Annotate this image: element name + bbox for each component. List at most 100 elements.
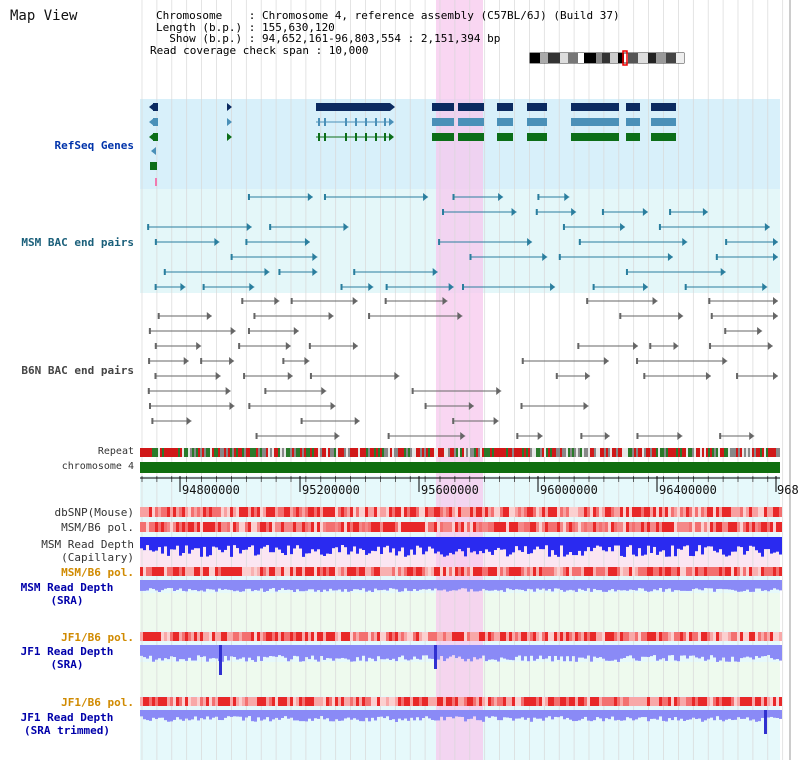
polymorphism-cell <box>389 632 392 641</box>
read-depth-bar <box>653 645 656 656</box>
bac-end <box>658 224 661 230</box>
polymorphism-cell <box>173 522 176 532</box>
polymorphism-cell <box>755 507 758 517</box>
polymorphism-cell <box>389 697 392 706</box>
polymorphism-cell <box>290 522 293 532</box>
polymorphism-cell <box>305 522 308 532</box>
read-depth-bar <box>392 645 395 659</box>
track-label-msm-b6-pol[interactable]: MSM/B6 pol. <box>61 521 134 534</box>
read-depth-bar <box>524 580 527 592</box>
repeat-mark <box>390 448 392 457</box>
track-label-jf1-depth-trimmed[interactable]: JF1 Read Depth (SRA trimmed) <box>2 711 132 737</box>
track-label-jf1-b6-pol[interactable]: JF1/B6 pol. <box>61 631 134 644</box>
polymorphism-cell <box>404 507 407 517</box>
repeat-mark <box>172 448 174 457</box>
track-label-dbsnp[interactable]: dbSNP(Mouse) <box>54 506 134 519</box>
repeat-mark <box>646 448 648 457</box>
polymorphism-cell <box>464 697 467 706</box>
track-label-b6n-bac[interactable]: B6N BAC end pairs <box>21 364 134 377</box>
read-depth-bar <box>251 580 254 592</box>
bac-end <box>555 373 558 379</box>
track-label-jf1-b6-pol-2[interactable]: JF1/B6 pol. <box>61 696 134 709</box>
polymorphism-cell <box>479 632 482 641</box>
repeat-mark <box>426 448 428 457</box>
polymorphism-cell <box>698 632 701 641</box>
read-depth-bar <box>299 580 302 592</box>
bac-end <box>709 343 712 349</box>
polymorphism-cell <box>227 697 230 706</box>
repeat-mark <box>366 448 368 457</box>
repeat-mark <box>488 448 490 457</box>
read-depth-bar <box>740 580 743 592</box>
track-label-jf1-depth-sra[interactable]: JF1 Read Depth (SRA) <box>2 645 132 671</box>
polymorphism-cell <box>269 632 272 641</box>
read-depth-bar <box>767 537 770 550</box>
repeat-mark <box>670 448 672 457</box>
repeat-mark <box>212 448 214 457</box>
read-depth-bar <box>422 580 425 590</box>
read-depth-bar <box>401 645 404 656</box>
read-depth-bar <box>632 710 635 721</box>
polymorphism-cell <box>527 507 530 517</box>
polymorphism-cell <box>161 632 164 641</box>
read-depth-bar <box>200 537 203 557</box>
polymorphism-cell <box>620 522 623 532</box>
track-label-msm-bac[interactable]: MSM BAC end pairs <box>21 236 134 249</box>
polymorphism-cell <box>500 567 503 576</box>
read-depth-bar <box>536 710 539 719</box>
polymorphism-cell <box>527 567 530 576</box>
polymorphism-cell <box>488 697 491 706</box>
bac-end <box>424 403 427 409</box>
repeat-mark <box>176 448 178 457</box>
polymorphism-cell <box>761 632 764 641</box>
repeat-mark <box>502 448 504 457</box>
read-depth-bar <box>671 645 674 656</box>
track-label-msm-depth-capillary[interactable]: MSM Read Depth (Capillary) <box>8 538 134 564</box>
polymorphism-cell <box>185 522 188 532</box>
track-label-msm-depth-sra[interactable]: MSM Read Depth (SRA) <box>2 581 132 607</box>
polymorphism-cell <box>515 697 518 706</box>
read-depth-bar <box>458 710 461 717</box>
read-depth-bar <box>365 710 368 718</box>
polymorphism-cell <box>311 507 314 517</box>
read-depth-bar <box>392 537 395 549</box>
repeat-mark <box>342 448 344 457</box>
read-depth-bar <box>266 645 269 658</box>
polymorphism-cell <box>671 522 674 532</box>
polymorphism-cell <box>398 522 401 532</box>
track-label-repeat[interactable]: Repeat <box>97 446 134 457</box>
polymorphism-cell <box>524 697 527 706</box>
polymorphism-cell <box>239 632 242 641</box>
repeat-mark <box>616 448 618 457</box>
polymorphism-cell <box>734 567 737 576</box>
repeat-mark <box>146 448 148 457</box>
polymorphism-cell <box>668 522 671 532</box>
polymorphism-cell <box>311 522 314 532</box>
track-label-refseq[interactable]: RefSeq Genes <box>54 139 134 152</box>
read-depth-bar <box>701 710 704 722</box>
polymorphism-cell <box>422 507 425 517</box>
polymorphism-cell <box>584 507 587 517</box>
label-line-2: (Capillary) <box>61 551 134 564</box>
read-depth-bar <box>644 710 647 718</box>
bac-end <box>673 342 679 350</box>
read-depth-bar <box>434 645 437 660</box>
repeat-mark <box>740 448 742 457</box>
repeat-mark <box>512 448 514 457</box>
repeat-mark <box>650 448 652 457</box>
read-depth-bar <box>341 537 344 546</box>
polymorphism-cell <box>536 507 539 517</box>
read-depth-bar <box>602 645 605 659</box>
track-label-msm-b6-pol-2[interactable]: MSM/B6 pol. <box>61 566 134 579</box>
track-label-chromosome[interactable]: chromosome 4 <box>61 461 134 472</box>
read-depth-bar <box>254 645 257 662</box>
repeat-mark <box>350 448 352 457</box>
read-depth-bar <box>470 710 473 719</box>
bac-end <box>312 268 318 276</box>
polymorphism-cell <box>368 522 371 532</box>
polymorphism-cell <box>329 567 332 576</box>
polymorphism-cell <box>449 632 452 641</box>
read-depth-bar <box>224 537 227 550</box>
polymorphism-cell <box>665 697 668 706</box>
read-depth-bar <box>626 645 629 657</box>
